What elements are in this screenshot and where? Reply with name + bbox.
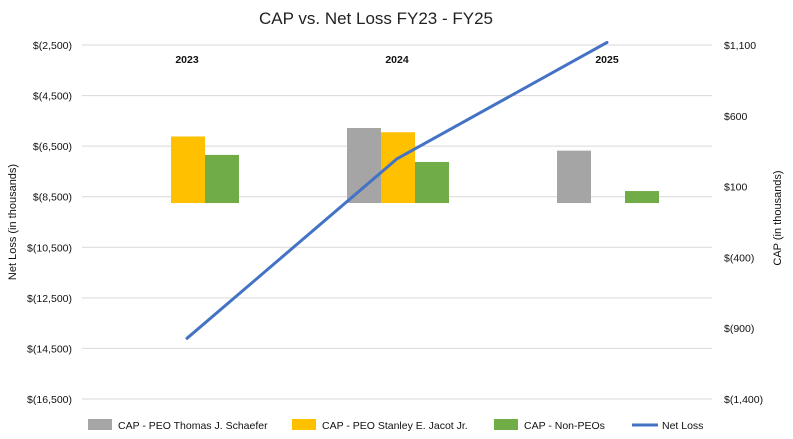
right-axis-title: CAP (in thousands) — [772, 170, 784, 265]
right-tick-label: $(900) — [724, 323, 754, 335]
bar-cap-peo-thomas-j-schaefer-2025 — [557, 150, 591, 204]
net-loss-line-group — [185, 40, 609, 340]
legend-label: CAP - PEO Thomas J. Schaefer — [118, 420, 268, 432]
left-tick-label: $(6,500) — [33, 141, 72, 153]
legend-label: Net Loss — [662, 420, 703, 432]
chart-title: CAP vs. Net Loss FY23 - FY25 — [259, 9, 493, 28]
left-tick-label: $(16,500) — [27, 394, 72, 406]
left-tick-label: $(8,500) — [33, 192, 72, 204]
right-tick-label: $600 — [724, 111, 748, 123]
legend-swatch — [494, 419, 518, 430]
right-tick-label: $1,100 — [724, 40, 756, 52]
bar-cap-non-peos-2025 — [625, 191, 659, 204]
left-tick-label: $(10,500) — [27, 242, 72, 254]
bar-cap-peo-thomas-j-schaefer-2024 — [347, 127, 381, 204]
legend-label: CAP - PEO Stanley E. Jacot Jr. — [322, 420, 468, 432]
bar-cap-peo-stanley-e-jacot-jr--2023 — [171, 136, 205, 204]
right-axis-ticks: $1,100 $600 $100 $(400) $(900) $(1,400) — [724, 40, 763, 406]
left-tick-label: $(4,500) — [33, 91, 72, 103]
right-tick-label: $(1,400) — [724, 394, 763, 406]
legend-swatch — [292, 419, 316, 430]
bar-cap-non-peos-2023 — [205, 154, 239, 204]
category-labels: 2023 2024 2025 — [175, 54, 619, 66]
category-label: 2023 — [175, 54, 199, 66]
category-label: 2025 — [595, 54, 619, 66]
left-tick-label: $(12,500) — [27, 293, 72, 305]
legend-swatch — [88, 419, 112, 430]
bar-cap-non-peos-2024 — [415, 161, 449, 204]
net-loss-line — [185, 40, 609, 340]
left-axis-title: Net Loss (in thousands) — [7, 164, 19, 280]
left-tick-label: $(14,500) — [27, 343, 72, 355]
left-axis-ticks: $(2,500) $(4,500) $(6,500) $(8,500) $(10,500… — [27, 40, 72, 406]
left-tick-label: $(2,500) — [33, 40, 72, 52]
right-tick-label: $(400) — [724, 252, 754, 264]
right-tick-label: $100 — [724, 182, 748, 194]
legend-label: CAP - Non-PEOs — [524, 420, 605, 432]
bars — [171, 127, 659, 204]
category-label: 2024 — [385, 54, 409, 66]
legend: CAP - PEO Thomas J. Schaefer CAP - PEO St… — [88, 419, 703, 432]
gridlines — [82, 44, 712, 400]
